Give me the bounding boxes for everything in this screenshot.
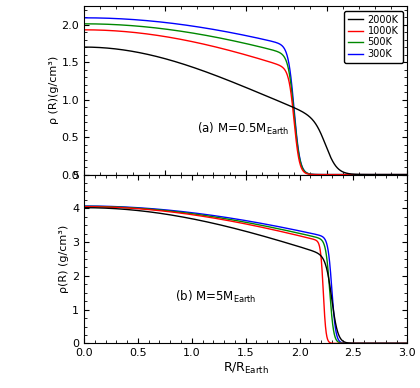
500K: [235, 218, 240, 223]
300K: [395, 341, 400, 346]
2000K: [405, 172, 410, 177]
500K: [405, 341, 410, 346]
1000K: [220, 46, 225, 51]
1000K: [81, 28, 87, 32]
Line: 1000K: 1000K: [84, 207, 407, 343]
300K: [379, 341, 384, 346]
1000K: [217, 217, 222, 222]
2000K: [205, 70, 210, 75]
1000K: [399, 172, 404, 177]
2000K: [379, 341, 384, 346]
300K: [405, 172, 410, 177]
500K: [364, 172, 369, 177]
X-axis label: R/R$_{\rm Earth}$: R/R$_{\rm Earth}$: [223, 361, 269, 376]
500K: [138, 24, 143, 29]
2000K: [220, 223, 225, 228]
300K: [217, 214, 222, 219]
1000K: [316, 242, 321, 247]
Legend: 2000K, 1000K, 500K, 300K: 2000K, 1000K, 500K, 300K: [344, 11, 402, 63]
300K: [235, 217, 240, 222]
500K: [395, 341, 400, 346]
500K: [399, 172, 404, 177]
Text: (a) M=0.5M$_{\rm Earth}$: (a) M=0.5M$_{\rm Earth}$: [197, 120, 290, 137]
2000K: [405, 341, 410, 346]
2000K: [220, 76, 225, 80]
300K: [220, 215, 225, 219]
2000K: [217, 222, 222, 227]
1000K: [364, 172, 369, 177]
300K: [138, 18, 143, 23]
300K: [118, 16, 123, 21]
Line: 500K: 500K: [84, 24, 407, 175]
300K: [316, 233, 321, 237]
500K: [220, 216, 225, 220]
1000K: [205, 43, 210, 47]
Line: 500K: 500K: [84, 206, 407, 343]
2000K: [235, 227, 240, 232]
300K: [205, 26, 210, 31]
500K: [217, 215, 222, 220]
Line: 2000K: 2000K: [84, 47, 407, 175]
1000K: [405, 341, 410, 346]
300K: [405, 341, 410, 346]
Y-axis label: ρ(R) (g/cm³): ρ(R) (g/cm³): [59, 225, 69, 293]
500K: [81, 21, 87, 26]
1000K: [395, 341, 400, 346]
1000K: [138, 31, 143, 35]
1000K: [81, 204, 87, 209]
1000K: [379, 341, 384, 346]
2000K: [81, 205, 87, 210]
300K: [81, 16, 87, 20]
1000K: [405, 172, 410, 177]
1000K: [235, 220, 240, 225]
500K: [316, 236, 321, 241]
Line: 2000K: 2000K: [84, 208, 407, 343]
2000K: [138, 50, 143, 55]
2000K: [395, 341, 400, 346]
2000K: [364, 172, 369, 177]
300K: [399, 172, 404, 177]
Text: (b) M=5M$_{\rm Earth}$: (b) M=5M$_{\rm Earth}$: [175, 289, 256, 305]
500K: [405, 172, 410, 177]
1000K: [220, 217, 225, 222]
Line: 300K: 300K: [84, 18, 407, 175]
2000K: [81, 45, 87, 49]
500K: [81, 204, 87, 209]
Y-axis label: ρ (R)(g/cm³): ρ (R)(g/cm³): [49, 56, 59, 124]
500K: [205, 33, 210, 38]
2000K: [316, 252, 321, 256]
1000K: [118, 29, 123, 34]
2000K: [399, 172, 404, 177]
500K: [220, 36, 225, 41]
500K: [118, 23, 123, 27]
500K: [379, 341, 384, 346]
Line: 300K: 300K: [84, 206, 407, 343]
300K: [364, 172, 369, 177]
300K: [81, 204, 87, 208]
300K: [220, 29, 225, 33]
2000K: [118, 47, 123, 52]
Line: 1000K: 1000K: [84, 30, 407, 175]
